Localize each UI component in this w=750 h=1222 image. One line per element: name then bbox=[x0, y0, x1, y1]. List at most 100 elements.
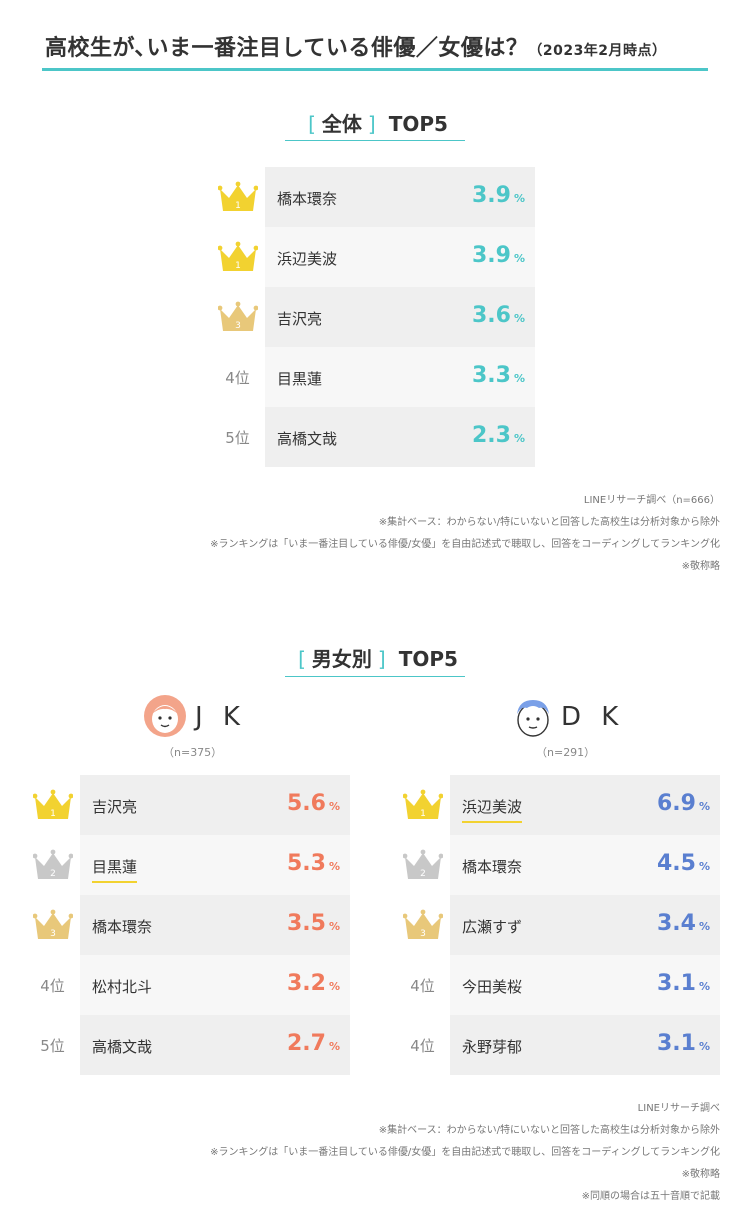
percentage-number: 3.1 bbox=[656, 1031, 696, 1056]
percentage-unit: % bbox=[328, 1040, 340, 1053]
overall-section-label: 全体 bbox=[321, 112, 362, 136]
ranking-row: 4位 松村北斗 3.2% bbox=[25, 955, 350, 1015]
crown-bronze-icon: 3 bbox=[217, 301, 258, 331]
person-name: 広瀬すず bbox=[462, 918, 523, 936]
percentage-unit: % bbox=[513, 432, 525, 445]
page-title-date: （2023年2月時点） bbox=[528, 43, 667, 59]
percentage-value: 3.6% bbox=[472, 303, 525, 328]
gender-section-suffix: TOP5 bbox=[398, 647, 458, 671]
page-title: 高校生が､いま一番注目している俳優／女優は？（2023年2月時点） bbox=[45, 30, 667, 62]
ranking-cell: 今田美桜 3.1% bbox=[450, 955, 720, 1015]
percentage-unit: % bbox=[513, 312, 525, 325]
percentage-value: 3.5% bbox=[287, 911, 340, 936]
percentage-number: 4.5 bbox=[656, 851, 696, 876]
note-line: ※敬称略 bbox=[681, 561, 720, 572]
percentage-value: 3.1% bbox=[657, 1031, 710, 1056]
person-name: 高橋文哉 bbox=[92, 1038, 153, 1056]
crown-rank-number: 1 bbox=[50, 809, 56, 819]
crown-rank-number: 3 bbox=[235, 321, 241, 331]
rank-marker: 1 bbox=[395, 775, 450, 835]
ranking-row: 2 橋本環奈 4.5% bbox=[395, 835, 720, 895]
crown-bronze-icon: 3 bbox=[32, 909, 73, 939]
rank-marker: 3 bbox=[395, 895, 450, 955]
percentage-number: 6.9 bbox=[656, 791, 696, 816]
gender-bracket-close: ] bbox=[377, 647, 386, 671]
gender-section-label: 男女別 bbox=[311, 647, 372, 671]
ranking-cell: 吉沢亮 3.6% bbox=[265, 287, 535, 347]
percentage-unit: % bbox=[513, 372, 525, 385]
rank-label: 5位 bbox=[40, 1036, 65, 1055]
ranking-cell: 浜辺美波 3.9% bbox=[265, 227, 535, 287]
rank-marker: 4位 bbox=[210, 347, 265, 407]
percentage-number: 3.3 bbox=[471, 363, 511, 388]
note-line: ※集計ベース：わからない/特にいないと回答した高校生は分析対象から除外 bbox=[378, 1125, 720, 1136]
ranking-cell: 高橋文哉 2.3% bbox=[265, 407, 535, 467]
rank-label: 4位 bbox=[40, 976, 65, 995]
ranking-cell: 橋本環奈 3.5% bbox=[80, 895, 350, 955]
rank-marker: 4位 bbox=[395, 1015, 450, 1075]
gender-section-title: [男女別] TOP5 bbox=[0, 643, 750, 672]
person-name: 目黒蓮 bbox=[92, 856, 138, 883]
ranking-row: 4位 永野芽郁 3.1% bbox=[395, 1015, 720, 1075]
crown-silver-icon: 2 bbox=[402, 849, 443, 879]
girl-face-icon bbox=[144, 695, 186, 737]
rank-label: 5位 bbox=[225, 428, 250, 447]
percentage-unit: % bbox=[328, 800, 340, 813]
percentage-unit: % bbox=[513, 192, 525, 205]
gender-notes: LINEリサーチ調べ ※集計ベース：わからない/特にいないと回答した高校生は分析対… bbox=[210, 1098, 720, 1208]
person-name: 今田美桜 bbox=[462, 978, 523, 996]
note-line: ※ランキングは「いま一番注目している俳優/女優」を自由記述式で聴取し、回答をコー… bbox=[210, 1147, 720, 1158]
rank-marker: 5位 bbox=[210, 407, 265, 467]
note-line: ※集計ベース：わからない/特にいないと回答した高校生は分析対象から除外 bbox=[378, 517, 720, 528]
ranking-row: 5位 高橋文哉 2.3% bbox=[210, 407, 535, 467]
overall-section-suffix: TOP5 bbox=[388, 112, 448, 136]
percentage-number: 3.6 bbox=[471, 303, 511, 328]
percentage-value: 5.3% bbox=[287, 851, 340, 876]
percentage-unit: % bbox=[328, 980, 340, 993]
person-name: 吉沢亮 bbox=[92, 798, 138, 816]
percentage-number: 3.9 bbox=[471, 183, 511, 208]
rank-label: 4位 bbox=[410, 976, 435, 995]
ranking-cell: 松村北斗 3.2% bbox=[80, 955, 350, 1015]
ranking-cell: 目黒蓮 3.3% bbox=[265, 347, 535, 407]
crown-rank-number: 1 bbox=[235, 201, 241, 211]
rank-label: 4位 bbox=[410, 1036, 435, 1055]
jk-persona: J K （n=375） bbox=[0, 690, 375, 770]
percentage-unit: % bbox=[698, 1040, 710, 1053]
ranking-row: 3 吉沢亮 3.6% bbox=[210, 287, 535, 347]
percentage-value: 4.5% bbox=[657, 851, 710, 876]
ranking-row: 2 目黒蓮 5.3% bbox=[25, 835, 350, 895]
percentage-value: 3.9% bbox=[472, 183, 525, 208]
percentage-unit: % bbox=[698, 980, 710, 993]
rank-label: 4位 bbox=[225, 368, 250, 387]
note-line: ※同順の場合は五十音順で記載 bbox=[581, 1191, 720, 1202]
rank-marker: 1 bbox=[210, 227, 265, 287]
title-divider bbox=[42, 68, 708, 71]
crown-rank-number: 3 bbox=[50, 929, 56, 939]
note-line: ※敬称略 bbox=[681, 1169, 720, 1180]
percentage-value: 3.9% bbox=[472, 243, 525, 268]
rank-marker: 4位 bbox=[25, 955, 80, 1015]
person-name: 浜辺美波 bbox=[462, 796, 523, 823]
percentage-value: 6.9% bbox=[657, 791, 710, 816]
percentage-value: 2.7% bbox=[287, 1031, 340, 1056]
overall-notes: LINEリサーチ調べ（n=666） ※集計ベース：わからない/特にいないと回答した… bbox=[210, 490, 720, 578]
person-name: 浜辺美波 bbox=[277, 250, 338, 268]
percentage-unit: % bbox=[698, 800, 710, 813]
percentage-unit: % bbox=[328, 860, 340, 873]
ranking-cell: 浜辺美波 6.9% bbox=[450, 775, 720, 835]
ranking-row: 1 橋本環奈 3.9% bbox=[210, 167, 535, 227]
dk-ranking-table: 1 浜辺美波 6.9% 2 橋本環奈 4.5% 3 広瀬すず 3.4% 4位 今田美桜 3.1% 4位永… bbox=[395, 775, 725, 1075]
overall-section-title: [全体] TOP5 bbox=[0, 108, 750, 137]
ranking-row: 1 吉沢亮 5.6% bbox=[25, 775, 350, 835]
rank-marker: 2 bbox=[25, 835, 80, 895]
person-name: 目黒蓮 bbox=[277, 370, 323, 388]
crown-rank-number: 1 bbox=[235, 261, 241, 271]
jk-ranking-table: 1 吉沢亮 5.6% 2 目黒蓮 5.3% 3 橋本環奈 3.5% 4位 松村北斗 3.2% 5位 高橋文… bbox=[25, 775, 355, 1075]
crown-rank-number: 1 bbox=[420, 809, 426, 819]
note-line: LINEリサーチ調べ（n=666） bbox=[583, 495, 720, 506]
person-name: 高橋文哉 bbox=[277, 430, 338, 448]
rank-marker: 3 bbox=[25, 895, 80, 955]
percentage-number: 2.3 bbox=[471, 423, 511, 448]
crown-rank-number: 3 bbox=[420, 929, 426, 939]
